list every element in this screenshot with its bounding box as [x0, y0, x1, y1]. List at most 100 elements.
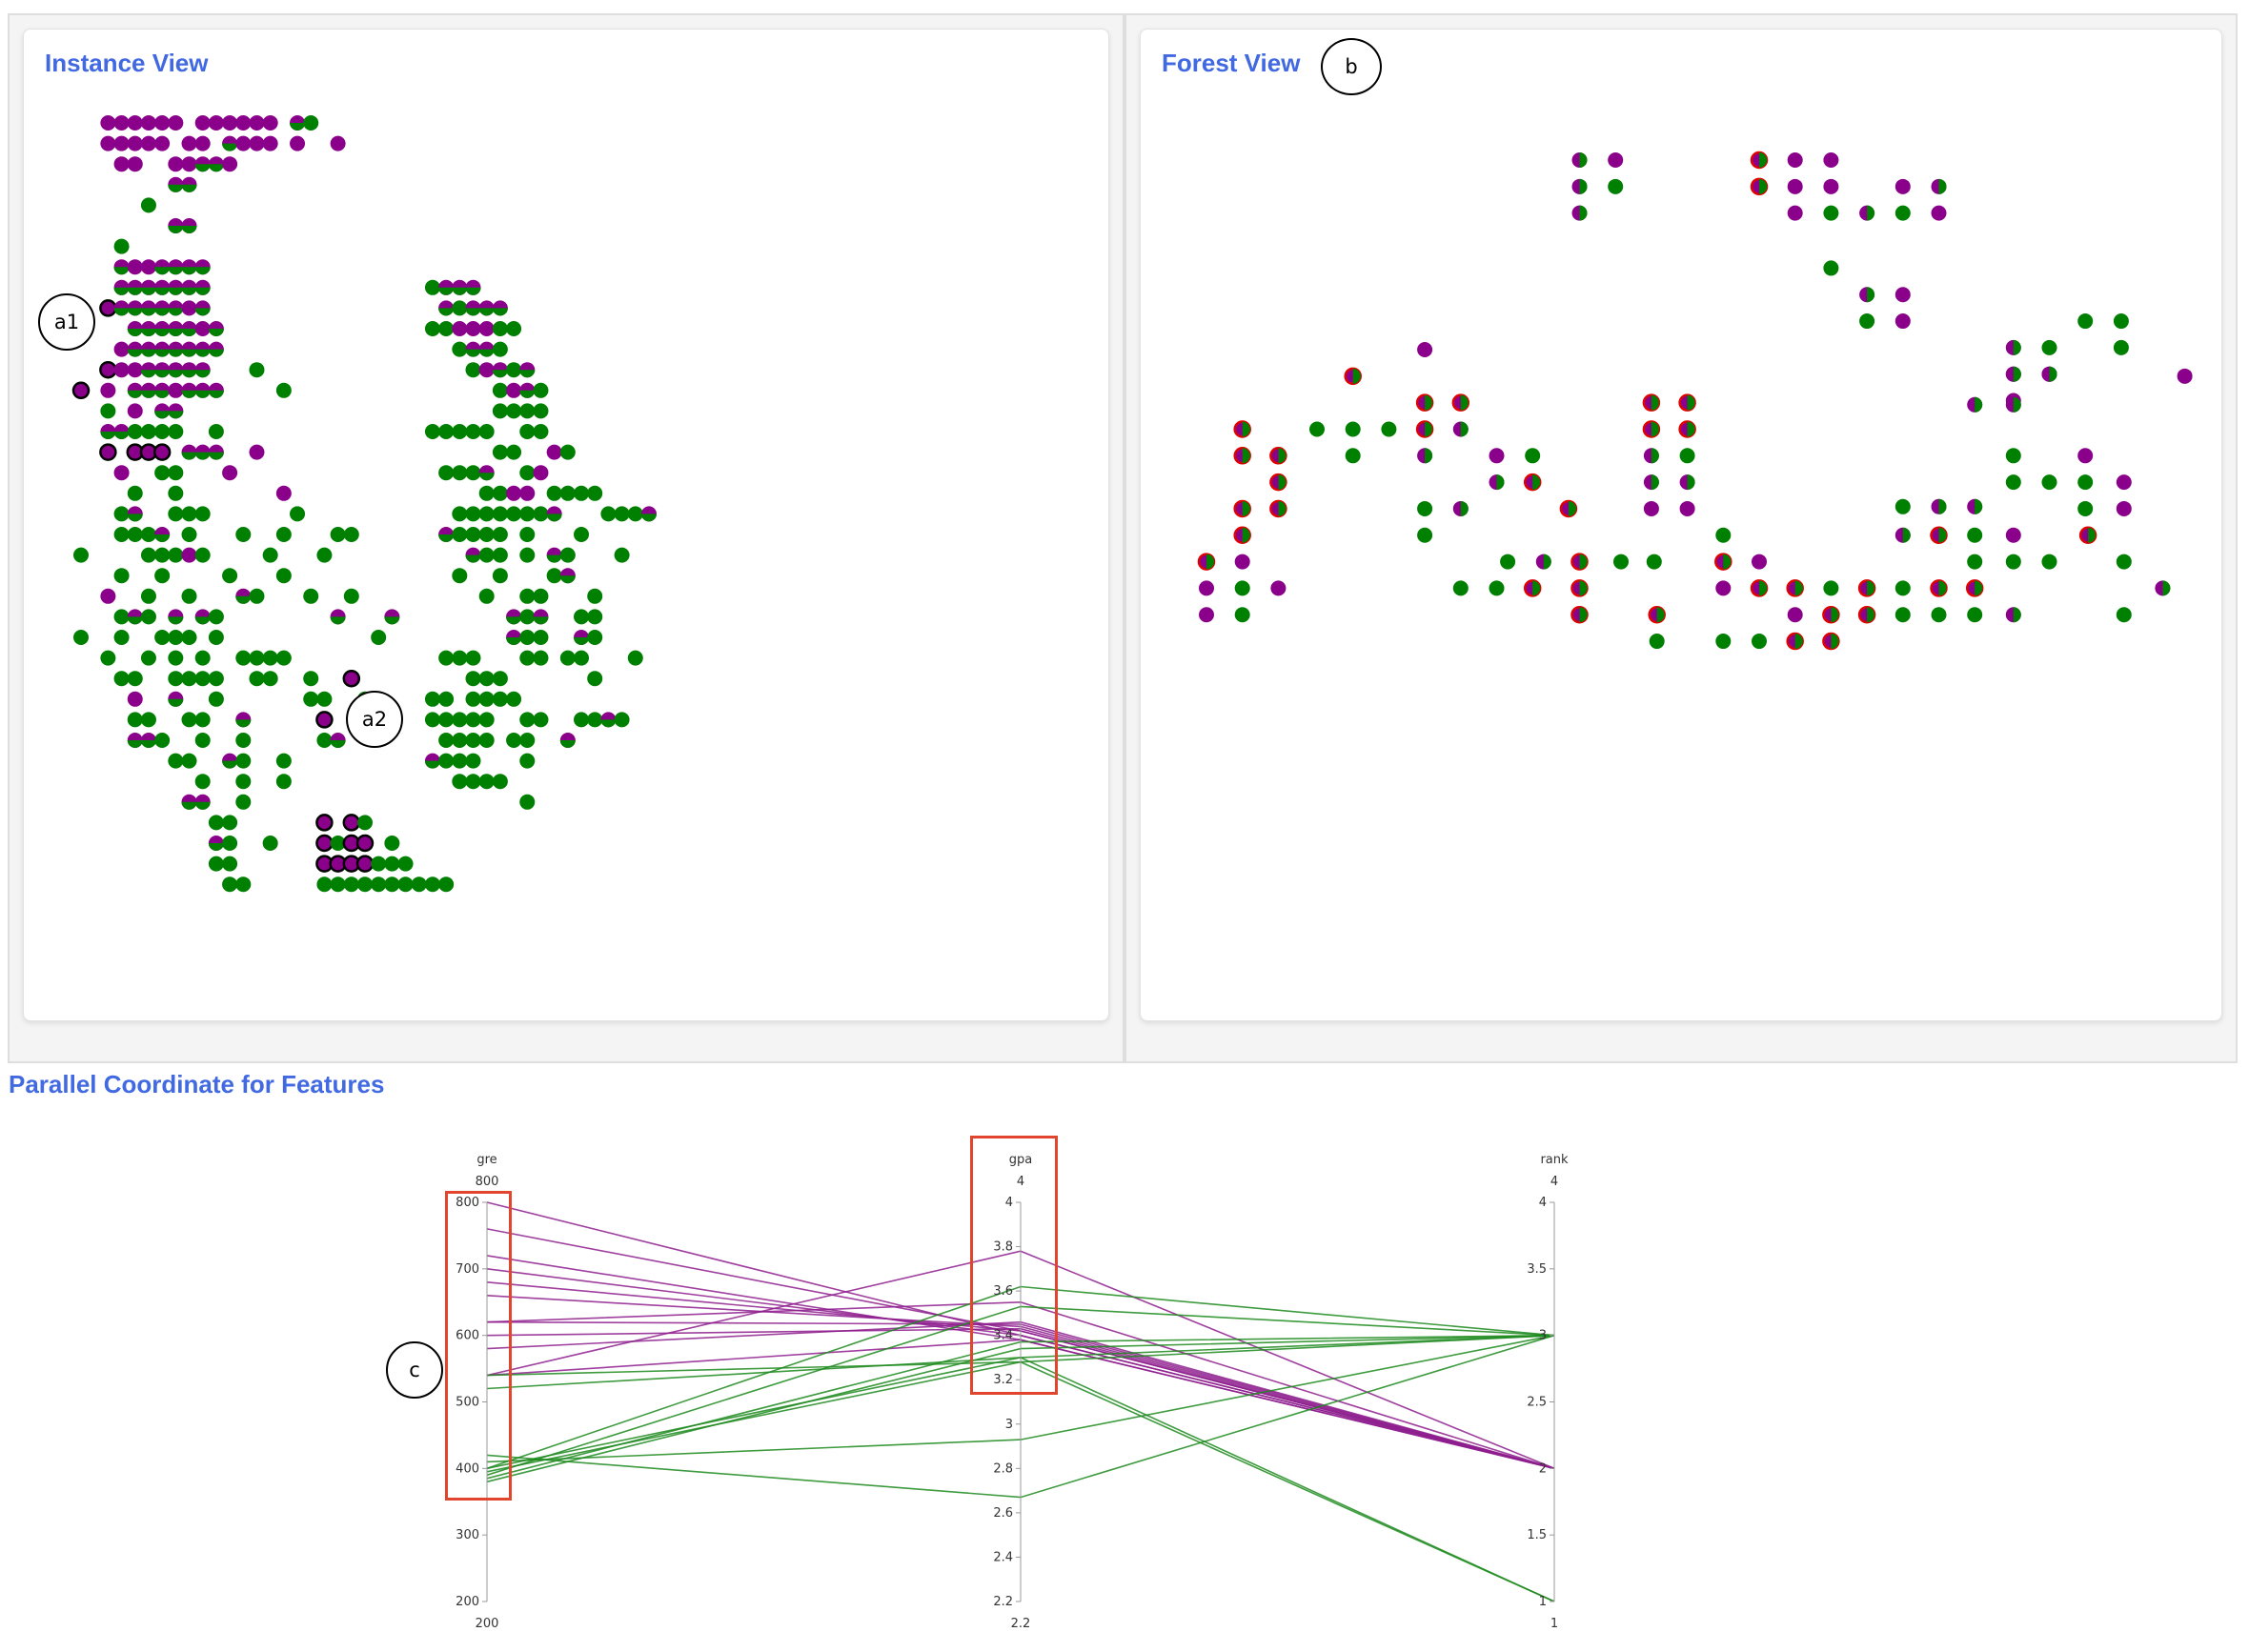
instance-glyph[interactable] — [113, 568, 130, 584]
instance-glyph[interactable] — [222, 465, 238, 481]
forest-glyph[interactable] — [1823, 205, 1839, 221]
forest-glyph[interactable] — [1787, 607, 1803, 623]
instance-glyph[interactable] — [424, 279, 440, 295]
instance-glyph[interactable] — [235, 527, 252, 542]
instance-glyph[interactable] — [492, 691, 508, 707]
instance-glyph[interactable] — [452, 733, 468, 748]
instance-glyph[interactable] — [478, 321, 495, 336]
instance-glyph[interactable] — [371, 630, 387, 645]
instance-glyph[interactable] — [492, 485, 508, 501]
instance-glyph[interactable] — [181, 300, 197, 316]
forest-glyph[interactable] — [2041, 554, 2057, 570]
forest-glyph[interactable] — [1500, 554, 1516, 570]
instance-glyph[interactable] — [574, 712, 590, 728]
forest-glyph[interactable] — [2116, 474, 2132, 491]
instance-glyph[interactable] — [249, 650, 265, 666]
instance-glyph[interactable] — [99, 360, 117, 379]
instance-glyph[interactable] — [113, 156, 130, 172]
forest-glyph[interactable] — [1787, 152, 1803, 168]
instance-glyph[interactable] — [492, 382, 508, 398]
instance-glyph[interactable] — [181, 630, 197, 645]
instance-glyph[interactable] — [384, 836, 400, 851]
instance-glyph[interactable] — [154, 733, 171, 748]
instance-glyph[interactable] — [275, 568, 292, 584]
instance-glyph[interactable] — [478, 774, 495, 790]
instance-glyph[interactable] — [506, 691, 522, 707]
instance-glyph[interactable] — [574, 485, 590, 501]
forest-glyph[interactable] — [1452, 580, 1469, 596]
instance-glyph[interactable] — [452, 506, 468, 522]
instance-glyph[interactable] — [519, 506, 536, 522]
instance-glyph[interactable] — [249, 115, 265, 131]
instance-glyph[interactable] — [465, 753, 481, 769]
instance-glyph[interactable] — [140, 115, 156, 131]
instance-glyph[interactable] — [371, 856, 387, 872]
instance-glyph[interactable] — [140, 424, 156, 439]
instance-glyph[interactable] — [519, 794, 536, 810]
instance-glyph[interactable] — [100, 135, 116, 151]
instance-glyph[interactable] — [235, 733, 252, 748]
instance-glyph[interactable] — [262, 135, 278, 151]
forest-glyph[interactable] — [1199, 607, 1214, 623]
instance-glyph[interactable] — [424, 691, 440, 707]
instance-glyph[interactable] — [356, 876, 373, 893]
forest-glyph[interactable] — [1894, 580, 1911, 596]
instance-glyph[interactable] — [290, 135, 306, 151]
instance-glyph[interactable] — [506, 362, 522, 378]
instance-glyph[interactable] — [614, 506, 630, 522]
instance-glyph[interactable] — [587, 588, 603, 604]
instance-glyph[interactable] — [127, 671, 143, 687]
instance-glyph[interactable] — [533, 650, 549, 666]
instance-glyph[interactable] — [478, 547, 495, 563]
instance-glyph[interactable] — [154, 568, 171, 584]
instance-glyph[interactable] — [181, 506, 197, 522]
instance-glyph[interactable] — [181, 547, 197, 563]
instance-glyph[interactable] — [342, 814, 361, 832]
instance-glyph[interactable] — [465, 527, 481, 542]
instance-glyph[interactable] — [181, 588, 197, 604]
instance-glyph[interactable] — [168, 547, 184, 563]
instance-glyph[interactable] — [356, 815, 373, 831]
forest-glyph[interactable] — [1417, 527, 1433, 543]
instance-glyph[interactable] — [208, 856, 224, 872]
instance-glyph[interactable] — [627, 650, 643, 666]
forest-glyph[interactable] — [1679, 500, 1695, 516]
instance-glyph[interactable] — [127, 135, 143, 151]
instance-glyph[interactable] — [290, 506, 306, 522]
instance-glyph[interactable] — [235, 876, 252, 893]
instance-glyph[interactable] — [465, 691, 481, 707]
instance-glyph[interactable] — [100, 588, 116, 604]
instance-glyph[interactable] — [168, 485, 184, 501]
forest-glyph[interactable] — [2077, 448, 2094, 464]
instance-glyph[interactable] — [559, 650, 576, 666]
instance-glyph[interactable] — [465, 321, 481, 336]
instance-glyph[interactable] — [492, 527, 508, 542]
instance-glyph[interactable] — [275, 485, 292, 501]
forest-glyph[interactable] — [1679, 448, 1695, 464]
instance-glyph[interactable] — [100, 115, 116, 131]
instance-glyph[interactable] — [465, 774, 481, 790]
instance-glyph[interactable] — [127, 156, 143, 172]
forest-glyph[interactable] — [2116, 554, 2132, 570]
forest-glyph[interactable] — [2041, 474, 2057, 491]
instance-glyph[interactable] — [315, 711, 334, 729]
instance-glyph[interactable] — [424, 876, 440, 893]
instance-glyph[interactable] — [438, 650, 455, 666]
instance-glyph[interactable] — [452, 774, 468, 790]
instance-glyph[interactable] — [127, 527, 143, 542]
instance-glyph[interactable] — [465, 424, 481, 439]
instance-glyph[interactable] — [506, 506, 522, 522]
instance-glyph[interactable] — [100, 403, 116, 419]
instance-glyph[interactable] — [194, 547, 211, 563]
forest-glyph[interactable] — [1643, 500, 1659, 516]
forest-glyph[interactable] — [1234, 554, 1250, 570]
forest-glyph[interactable] — [1646, 554, 1662, 570]
instance-glyph[interactable] — [492, 671, 508, 687]
forest-glyph[interactable] — [1859, 313, 1875, 330]
instance-glyph[interactable] — [492, 506, 508, 522]
instance-glyph[interactable] — [519, 465, 536, 481]
forest-glyph[interactable] — [1715, 527, 1732, 543]
instance-glyph[interactable] — [342, 669, 361, 688]
instance-glyph[interactable] — [303, 588, 319, 604]
instance-glyph[interactable] — [397, 856, 414, 872]
